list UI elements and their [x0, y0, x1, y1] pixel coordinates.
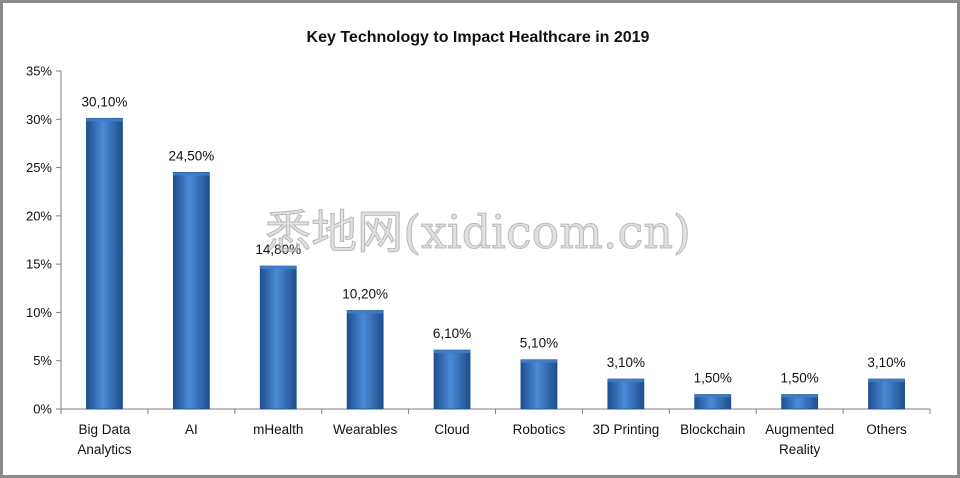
category-label: Cloud	[434, 422, 469, 437]
data-label: 30,10%	[82, 94, 128, 109]
bar	[607, 378, 645, 410]
category-label: Reality	[779, 442, 821, 457]
y-tick-label: 0%	[33, 402, 52, 417]
bar	[868, 378, 905, 410]
y-tick-label: 35%	[26, 64, 52, 79]
bar	[433, 349, 471, 410]
bar-cap	[868, 379, 905, 383]
bar	[259, 265, 297, 410]
category-label: 3D Printing	[592, 422, 659, 437]
bars	[86, 117, 905, 410]
bar-cap	[347, 310, 384, 314]
category-label: Blockchain	[680, 422, 745, 437]
bar	[86, 117, 123, 410]
chart-title: Key Technology to Impact Healthcare in 2…	[307, 29, 650, 46]
y-tick-label: 10%	[26, 305, 52, 320]
category-label: Wearables	[333, 422, 398, 437]
data-labels: 30,10% 24,50% 14,80% 10,20% 6,10% 5,10% 3,10% 1…	[82, 94, 906, 385]
y-tick-label: 25%	[26, 160, 52, 175]
data-label: 10,20%	[342, 286, 388, 301]
category-label: mHealth	[253, 422, 303, 437]
bar-cap	[173, 172, 210, 176]
y-tick-label: 5%	[33, 353, 52, 368]
data-label: 1,50%	[781, 371, 819, 386]
bar	[172, 171, 210, 410]
bar-cap	[694, 394, 731, 398]
category-label: Robotics	[513, 422, 566, 437]
category-label: Others	[866, 422, 907, 437]
bar	[346, 310, 384, 410]
bar-cap	[781, 394, 818, 398]
bar	[520, 359, 558, 410]
data-label: 14,80%	[255, 242, 301, 257]
y-tick-label: 15%	[26, 257, 52, 272]
y-tick-label: 30%	[26, 112, 52, 127]
data-label: 6,10%	[433, 326, 471, 341]
data-label: 5,10%	[520, 336, 558, 351]
data-label: 3,10%	[607, 355, 645, 370]
category-label: Big Data	[79, 422, 131, 437]
category-labels: Big Data Analytics AI mHealth Wearables Cloud…	[77, 422, 907, 457]
bar-cap	[607, 379, 644, 383]
bar-cap	[520, 359, 557, 363]
bar-cap	[434, 350, 471, 354]
watermark: 悉地网(xidicom.cn)	[265, 205, 691, 259]
category-label: Augmented	[765, 422, 834, 437]
category-label: Analytics	[77, 442, 131, 457]
bar-cap	[86, 118, 123, 122]
data-label: 1,50%	[694, 371, 732, 386]
data-label: 3,10%	[867, 355, 905, 370]
category-label: AI	[185, 422, 198, 437]
y-tick-label: 20%	[26, 208, 52, 223]
bar-cap	[260, 266, 297, 270]
data-label: 24,50%	[168, 148, 214, 163]
